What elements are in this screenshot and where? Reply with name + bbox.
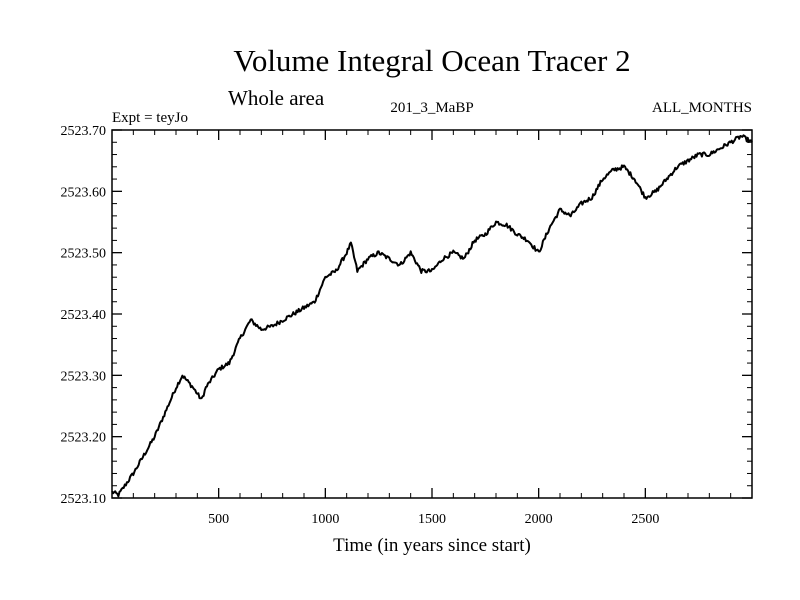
x-tick-label: 1000 <box>311 512 339 527</box>
y-tick-label: 2523.30 <box>61 369 107 384</box>
y-tick-label: 2523.70 <box>61 124 107 139</box>
y-tick-label: 2523.10 <box>61 492 107 507</box>
experiment-label: Expt = teyJo <box>112 110 188 126</box>
x-axis-label: Time (in years since start) <box>333 535 531 556</box>
y-axis: 2523.10 2523.20 2523.30 2523.40 2523.50 2523.… <box>61 124 752 507</box>
y-tick-label: 2523.50 <box>61 247 107 262</box>
run-label: 201_3_MaBP <box>390 100 473 116</box>
y-tick-label: 2523.60 <box>61 185 107 200</box>
x-axis: 500 1000 1500 2000 2500 <box>208 130 659 527</box>
x-tick-label: 500 <box>208 512 229 527</box>
minor-ticks <box>112 130 752 498</box>
y-tick-label: 2523.40 <box>61 308 107 323</box>
x-tick-label: 1500 <box>418 512 446 527</box>
chart-title: Volume Integral Ocean Tracer 2 <box>233 43 630 78</box>
x-tick-label: 2500 <box>631 512 659 527</box>
period-label: ALL_MONTHS <box>652 100 752 116</box>
plot-frame <box>111 129 753 499</box>
x-tick-label: 2000 <box>525 512 553 527</box>
series-line <box>111 134 753 498</box>
y-tick-label: 2523.20 <box>61 431 107 446</box>
chart-subtitle: Whole area <box>228 86 325 110</box>
